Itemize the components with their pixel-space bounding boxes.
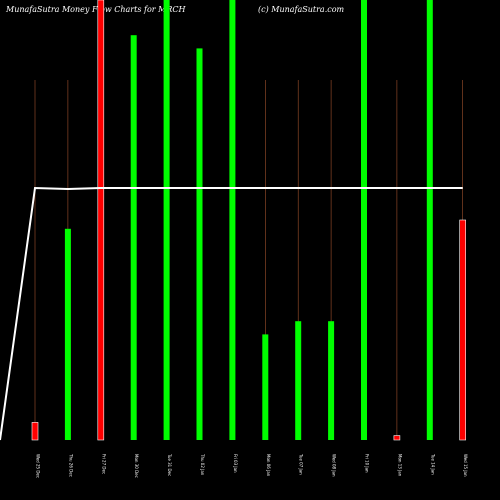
- x-tick-label: Tue 14 Jan: [430, 453, 435, 475]
- money-flow-bar: [295, 321, 302, 440]
- money-flow-line: [0, 186, 463, 441]
- x-tick-label: Wed 08 Jan: [332, 454, 337, 477]
- chart-title: MunafaSutra Money Flow Charts for MRCH: [5, 5, 186, 14]
- money-flow-bar: [229, 0, 236, 440]
- x-tick-label: Tue 31 Dec: [167, 453, 172, 476]
- x-tick-label: Fri 03 Jan: [233, 454, 238, 473]
- x-tick-label: Fri 10 Jan: [365, 454, 370, 473]
- x-tick-label: Fri 27 Dec: [101, 454, 106, 474]
- line-layer: [0, 186, 463, 441]
- money-flow-bar: [426, 0, 433, 440]
- x-tick-label: Mon 13 Jan: [397, 454, 402, 477]
- x-tick-label: Mon 30 Dec: [134, 454, 139, 478]
- money-flow-bar: [64, 228, 71, 440]
- x-tick-labels: Wed 25 Dec Thu 26 Dec Fri 27 Dec Mon 30 Dec…: [36, 453, 469, 478]
- bar-layer: [31, 0, 467, 441]
- x-tick-label: Wed 25 Dec: [36, 454, 41, 478]
- money-flow-bar: [196, 48, 203, 441]
- money-flow-bar: [262, 334, 269, 440]
- x-tick-label: Thu 02 Jan: [200, 453, 205, 476]
- money-flow-bar: [163, 0, 170, 440]
- money-flow-bar: [31, 422, 39, 441]
- money-flow-bar: [459, 219, 467, 441]
- x-tick-label: Wed 15 Jan: [463, 454, 468, 477]
- money-flow-bar: [328, 321, 335, 440]
- x-tick-label: Mon 06 Jan: [266, 454, 271, 477]
- money-flow-bar: [97, 0, 105, 441]
- money-flow-bar: [130, 35, 137, 440]
- x-tick-label: Thu 26 Dec: [68, 453, 73, 477]
- money-flow-bar: [361, 0, 367, 440]
- chart-copyright: (c) MunafaSutra.com: [258, 5, 345, 14]
- money-flow-bar: [393, 435, 401, 441]
- x-tick-label: Tue 07 Jan: [299, 453, 304, 475]
